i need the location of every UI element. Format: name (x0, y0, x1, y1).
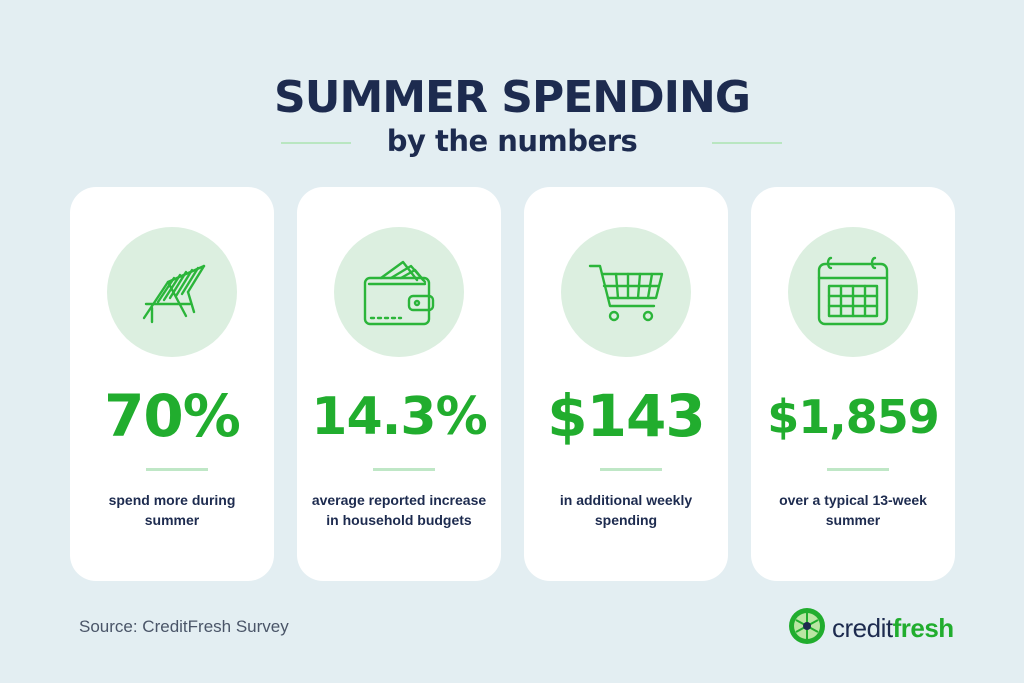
stat-card-weekly-spending: $143 in additional weekly spending (524, 187, 728, 581)
divider (600, 468, 662, 471)
shopping-cart-icon (588, 264, 664, 322)
creditfresh-logo-icon (788, 607, 826, 650)
stat-description: in additional weekly spending (559, 492, 693, 528)
icon-circle (107, 227, 237, 357)
brand-logo: creditfresh (788, 607, 954, 650)
divider (373, 468, 435, 471)
stat-value: $143 (547, 382, 705, 450)
decorative-line-left (281, 142, 351, 144)
calendar-icon (817, 256, 889, 326)
stat-value: 70% (104, 382, 241, 450)
decorative-line-right (712, 142, 782, 144)
stat-description: spend more during summer (108, 492, 236, 528)
stat-card-summer-total: $1,859 over a typical 13-week summer (751, 187, 955, 581)
icon-circle (561, 227, 691, 357)
icon-circle (788, 227, 918, 357)
page-subtitle: by the numbers (386, 124, 638, 158)
stat-value: $1,859 (767, 390, 940, 444)
wallet-icon (363, 260, 435, 326)
icon-circle (334, 227, 464, 357)
divider (146, 468, 208, 471)
beach-chair-icon (142, 264, 206, 324)
page-title: SUMMER SPENDING (274, 72, 751, 123)
stat-card-budget-increase: 14.3% average reported increase in house… (297, 187, 501, 581)
stat-card-summer-spending: 70% spend more during summer (70, 187, 274, 581)
brand-name-credit: credit (832, 613, 893, 643)
divider (827, 468, 889, 471)
stat-value: 14.3% (311, 387, 487, 447)
source-note: Source: CreditFresh Survey (79, 617, 289, 636)
brand-name-fresh: fresh (892, 613, 955, 643)
stat-description: average reported increase in household b… (311, 492, 487, 528)
stat-description: over a typical 13-week summer (779, 492, 927, 528)
